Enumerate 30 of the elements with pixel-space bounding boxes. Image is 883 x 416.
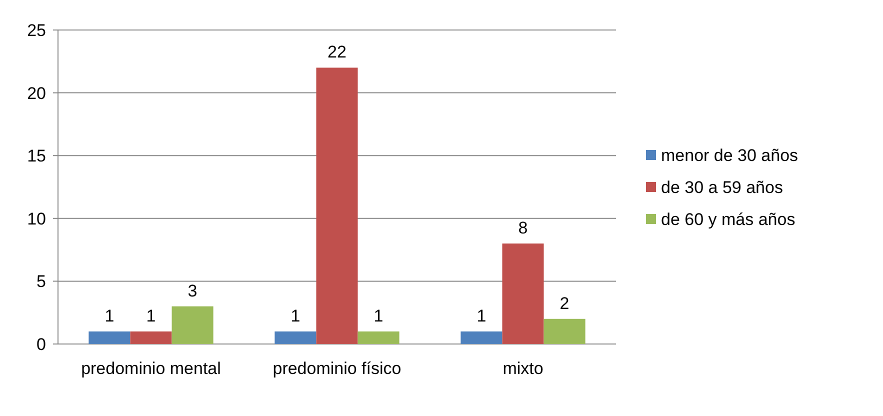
bar bbox=[502, 244, 544, 344]
bar bbox=[460, 331, 502, 344]
y-tick-label: 0 bbox=[36, 334, 46, 354]
y-tick-label: 20 bbox=[27, 84, 46, 103]
y-tick-label: 15 bbox=[27, 146, 46, 166]
bar bbox=[274, 331, 316, 344]
x-tick-label: predominio mental bbox=[81, 359, 221, 378]
y-tick-label: 10 bbox=[27, 209, 46, 228]
data-label: 1 bbox=[476, 306, 486, 326]
data-label: 22 bbox=[328, 42, 346, 62]
y-tick-label: 5 bbox=[36, 272, 46, 292]
data-label: 3 bbox=[188, 281, 198, 300]
data-label: 8 bbox=[518, 218, 528, 238]
legend-label: de 30 a 59 años bbox=[661, 178, 783, 197]
bar bbox=[172, 306, 214, 344]
x-tick-label: mixto bbox=[502, 359, 544, 378]
x-tick-label: predominio físico bbox=[272, 359, 402, 378]
bar bbox=[544, 318, 586, 344]
data-label: 1 bbox=[290, 306, 300, 326]
data-label: 1 bbox=[104, 306, 114, 326]
bar bbox=[88, 331, 130, 344]
data-label: 2 bbox=[560, 294, 570, 313]
data-label: 1 bbox=[146, 306, 156, 326]
legend-label: de 60 y más años bbox=[661, 210, 796, 229]
bar bbox=[358, 331, 400, 344]
legend-label: menor de 30 años bbox=[661, 146, 798, 165]
data-label: 1 bbox=[374, 306, 384, 326]
y-tick-label: 25 bbox=[27, 20, 46, 40]
bar bbox=[130, 331, 172, 344]
bar bbox=[316, 68, 358, 344]
